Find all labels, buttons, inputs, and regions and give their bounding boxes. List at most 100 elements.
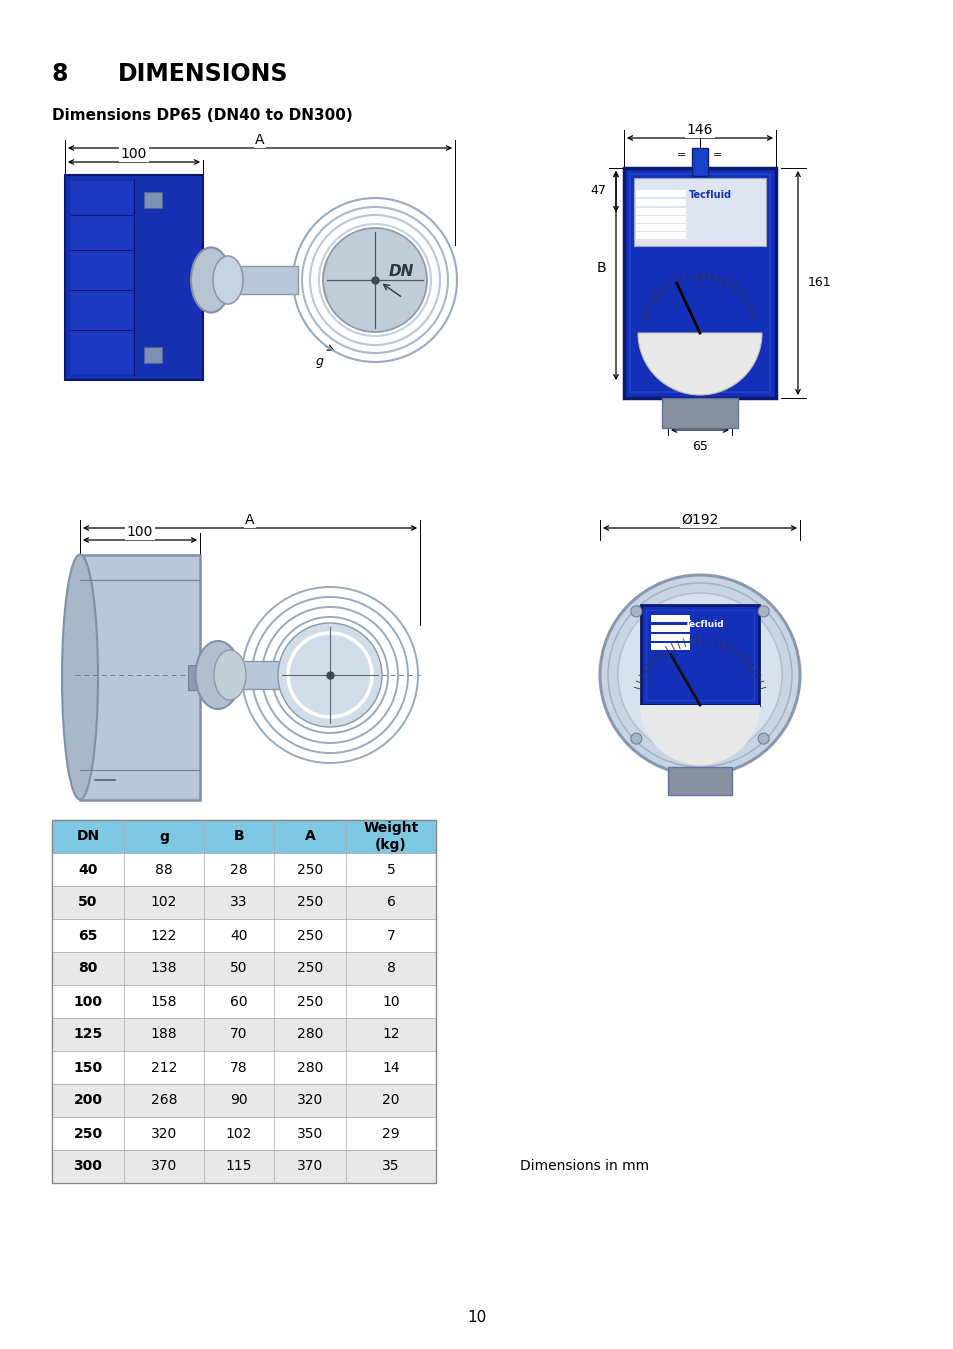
Text: =: =: [677, 150, 686, 161]
Text: 12: 12: [382, 1028, 399, 1041]
Bar: [52, 1117, 436, 1149]
Text: 65: 65: [691, 440, 707, 453]
Text: A: A: [304, 830, 315, 843]
Circle shape: [599, 575, 800, 774]
Text: 370: 370: [296, 1160, 323, 1174]
Text: 28: 28: [230, 862, 248, 877]
Text: 300: 300: [73, 1160, 102, 1174]
Text: 188: 188: [151, 1028, 177, 1041]
Bar: [144, 192, 162, 208]
Text: A: A: [245, 513, 254, 527]
Text: 8: 8: [52, 62, 69, 86]
Text: 10: 10: [467, 1310, 486, 1326]
Bar: [650, 634, 689, 641]
Bar: [661, 398, 738, 428]
Text: 250: 250: [296, 962, 323, 975]
Bar: [52, 853, 436, 886]
Text: 70: 70: [230, 1028, 248, 1041]
Text: Dimensions in mm: Dimensions in mm: [519, 1160, 648, 1174]
Ellipse shape: [195, 641, 240, 710]
Bar: [636, 232, 685, 239]
Text: A: A: [255, 134, 265, 147]
Bar: [623, 169, 775, 398]
Bar: [636, 190, 685, 197]
Text: 320: 320: [296, 1094, 323, 1108]
Text: g: g: [315, 355, 324, 368]
Bar: [52, 919, 436, 952]
Text: 150: 150: [73, 1060, 103, 1075]
Text: 122: 122: [151, 928, 177, 943]
Text: DN: DN: [389, 264, 414, 279]
Text: 40: 40: [230, 928, 248, 943]
Bar: [650, 643, 689, 650]
Bar: [645, 610, 753, 700]
Bar: [52, 1149, 436, 1183]
Text: 250: 250: [296, 994, 323, 1009]
Bar: [667, 768, 731, 795]
Circle shape: [323, 228, 427, 332]
Text: DIMENSIONS: DIMENSIONS: [118, 62, 288, 86]
Text: Ø192: Ø192: [680, 513, 718, 527]
Bar: [52, 985, 436, 1018]
Ellipse shape: [191, 247, 231, 313]
Text: 35: 35: [382, 1160, 399, 1174]
Wedge shape: [638, 333, 761, 395]
Wedge shape: [639, 706, 760, 765]
Bar: [52, 1018, 436, 1051]
Text: 65: 65: [78, 928, 97, 943]
Text: 280: 280: [296, 1060, 323, 1075]
Bar: [636, 216, 685, 223]
Text: Weight
(kg): Weight (kg): [363, 822, 418, 851]
Text: =: =: [713, 150, 722, 161]
Text: 320: 320: [151, 1126, 177, 1140]
Text: 60: 60: [230, 994, 248, 1009]
Bar: [640, 604, 759, 706]
Bar: [80, 554, 200, 800]
Text: 50: 50: [230, 962, 248, 975]
Bar: [71, 181, 136, 374]
Bar: [52, 820, 436, 1183]
Text: 10: 10: [382, 994, 399, 1009]
Text: 250: 250: [296, 928, 323, 943]
Circle shape: [630, 733, 641, 745]
Bar: [636, 208, 685, 214]
Text: 250: 250: [296, 896, 323, 909]
Text: 268: 268: [151, 1094, 177, 1108]
Text: 250: 250: [296, 862, 323, 877]
Text: Tecfluid: Tecfluid: [684, 621, 724, 629]
Bar: [629, 174, 769, 393]
Text: 50: 50: [78, 896, 97, 909]
Text: 88: 88: [155, 862, 172, 877]
Bar: [233, 266, 297, 294]
Bar: [52, 886, 436, 919]
Text: 80: 80: [78, 962, 97, 975]
Ellipse shape: [213, 650, 246, 700]
Text: 14: 14: [382, 1060, 399, 1075]
Bar: [65, 175, 203, 380]
Text: 100: 100: [121, 147, 147, 161]
Text: 161: 161: [807, 277, 831, 290]
Text: 90: 90: [230, 1094, 248, 1108]
Text: 200: 200: [73, 1094, 102, 1108]
Text: 370: 370: [151, 1160, 177, 1174]
Ellipse shape: [213, 256, 243, 304]
Bar: [650, 625, 689, 631]
Text: 102: 102: [226, 1126, 252, 1140]
Text: 100: 100: [127, 525, 153, 540]
Bar: [52, 1051, 436, 1085]
Text: 350: 350: [296, 1126, 323, 1140]
Bar: [52, 1085, 436, 1117]
Bar: [52, 820, 436, 853]
Text: 250: 250: [73, 1126, 103, 1140]
Text: Tecfluid: Tecfluid: [688, 190, 731, 200]
Text: 212: 212: [151, 1060, 177, 1075]
Text: 8: 8: [386, 962, 395, 975]
Bar: [691, 148, 707, 175]
Bar: [144, 347, 162, 363]
Text: 6: 6: [386, 896, 395, 909]
Circle shape: [758, 733, 768, 745]
Bar: [636, 224, 685, 231]
Text: 102: 102: [151, 896, 177, 909]
Text: 115: 115: [226, 1160, 252, 1174]
Text: 100: 100: [73, 994, 102, 1009]
